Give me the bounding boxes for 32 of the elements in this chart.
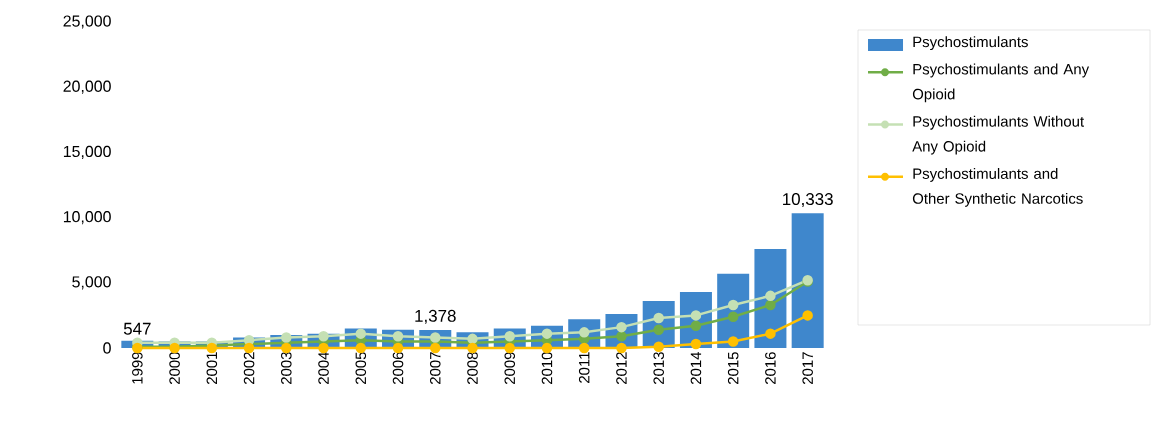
data-label: 10,333 [783,193,833,208]
data-label: 1,378 [415,309,456,324]
x-tick-label: 2011 [578,352,590,383]
x-tick-label: 2006 [392,352,404,385]
x-tick-label: 2004 [318,351,329,385]
y-tick-label: 25,000 [63,15,111,29]
x-tick-label: 1999 [132,352,143,384]
x-tick-label: 2017 [802,352,813,385]
x-tick-label: 2000 [169,352,180,385]
x-tick-label: 2016 [765,352,776,385]
x-tick-label: 2007 [429,352,441,385]
y-tick-label: 5,000 [72,276,111,290]
x-tick-label: 2014 [690,351,702,385]
y-tick-label: 15,000 [63,145,111,159]
legend-label: Psychostimulants and Other Synthetic Narcotics [912,167,1083,207]
x-tick-label: 2008 [467,352,478,385]
x-tick-label: 2012 [616,352,627,385]
legend-label: Psychostimulants [913,36,1028,51]
x-tick-label: 2002 [243,352,255,385]
x-tick-label: 2009 [504,352,516,385]
x-tick-label: 2005 [355,352,367,385]
y-tick-label: 20,000 [63,80,111,94]
legend-label: Psychostimulants and Any Opioid [912,63,1090,103]
legend-label: Psychostimulants Without Any Opioid [912,115,1084,155]
y-tick-label: 10,000 [63,211,111,225]
x-tick-label: 2013 [653,352,664,385]
x-tick-label: 2015 [727,352,739,385]
data-label: 547 [123,322,151,335]
x-tick-label: 2010 [541,352,553,385]
x-tick-label: 2003 [281,352,292,385]
y-tick-label: 0 [103,342,111,354]
x-tick-label: 2001 [206,352,218,385]
